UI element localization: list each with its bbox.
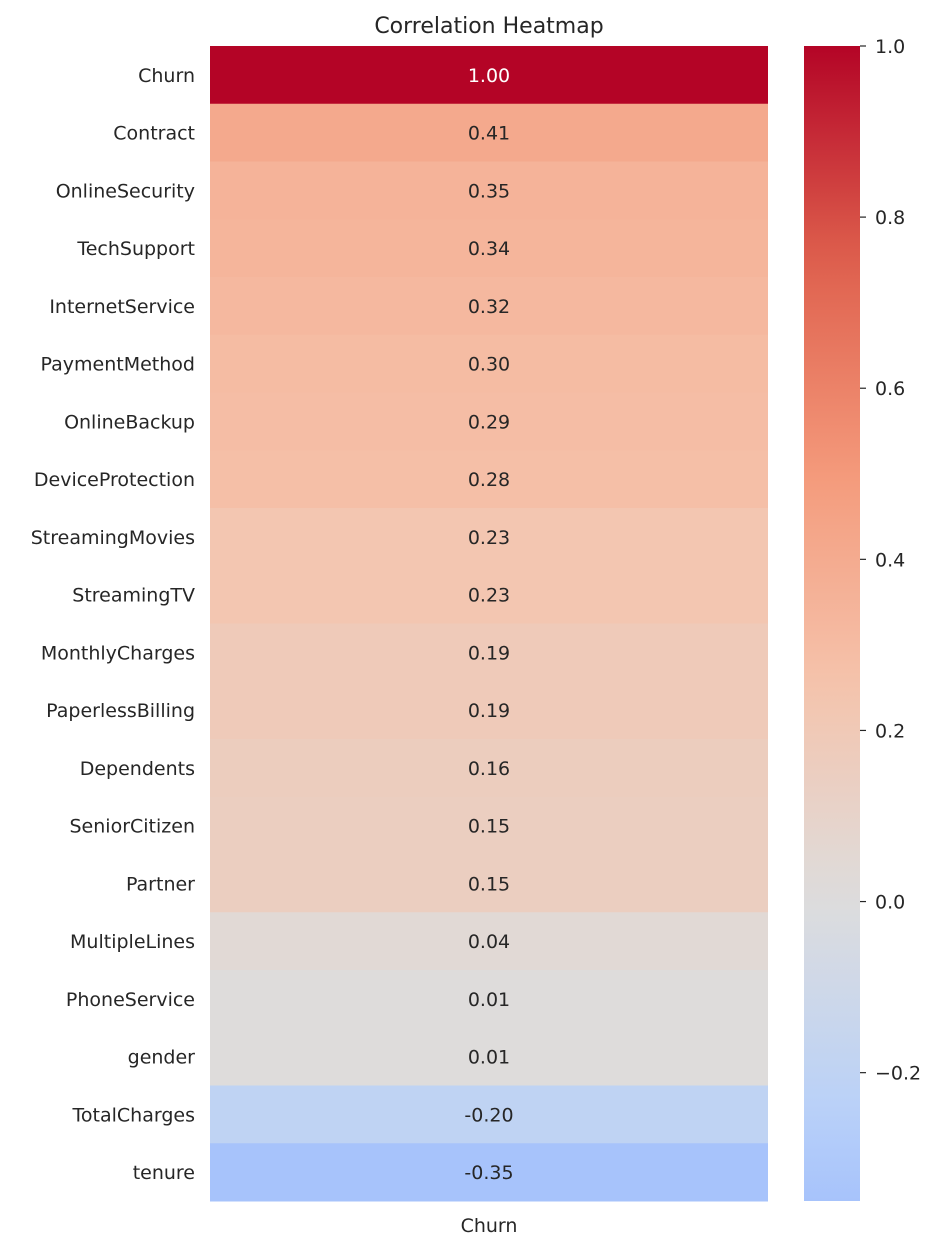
heatmap-cells: 1.00 0.41 0.35 0.34 0.32 0.30 0.29 0.28 0.23 0.23… [210,46,768,1202]
heatmap-cell-paperless-billing [210,681,768,740]
colorbar-gradient [804,46,860,1201]
heatmap-cell-tech-support [210,219,768,278]
heatmap-cell-online-backup [210,392,768,451]
row-label-paperless-billing: PaperlessBilling [46,700,195,722]
heatmap-cell-phone-service [210,970,768,1029]
heatmap-cell-partner [210,854,768,913]
row-label-churn: Churn [138,65,195,87]
heatmap-cell-multiple-lines [210,912,768,971]
cell-value-dependents: 0.16 [468,758,510,780]
heatmap-cell-streaming-tv [210,565,768,624]
heatmap-cell-total-charges [210,1085,768,1144]
cell-value-phone-service: 0.01 [468,989,510,1011]
row-label-online-backup: OnlineBackup [64,411,195,433]
row-label-partner: Partner [126,873,195,895]
row-label-contract: Contract [113,123,195,145]
cell-value-paperless-billing: 0.19 [468,700,510,722]
cell-value-streaming-movies: 0.23 [468,527,510,549]
heatmap-cell-online-security [210,161,768,220]
heatmap-cell-internet-service [210,277,768,336]
row-label-device-protection: DeviceProtection [34,469,195,491]
colorbar-tick-label: 0.0 [875,892,905,914]
cell-value-monthly-charges: 0.19 [468,642,510,664]
cell-value-gender: 0.01 [468,1047,510,1069]
row-label-senior-citizen: SeniorCitizen [70,816,196,838]
row-label-streaming-movies: StreamingMovies [31,527,195,549]
row-label-multiple-lines: MultipleLines [70,931,195,953]
cell-value-partner: 0.15 [468,873,510,895]
heatmap-cell-monthly-charges [210,623,768,682]
cell-value-tenure: -0.35 [464,1162,513,1184]
heatmap-cell-device-protection [210,450,768,509]
column-tick-labels: Churn [461,1215,518,1237]
heatmap-cell-senior-citizen [210,796,768,855]
heatmap-cell-churn [210,46,768,105]
colorbar-tick-label: 0.4 [875,549,905,571]
colorbar-tick-label: 0.2 [875,720,905,742]
cell-value-online-backup: 0.29 [468,411,510,433]
colorbar-tick-label: 1.0 [875,36,905,58]
cell-value-tech-support: 0.34 [468,238,510,260]
row-tick-labels: Churn Contract OnlineSecurity TechSupport In… [31,65,195,1184]
heatmap-cell-payment-method [210,334,768,393]
heatmap-cell-contract [210,103,768,162]
heatmap-cell-streaming-movies [210,508,768,567]
row-label-online-security: OnlineSecurity [56,180,195,202]
chart-title: Correlation Heatmap [374,14,603,39]
colorbar-tick-label: −0.2 [875,1063,921,1085]
row-label-gender: gender [128,1047,196,1069]
row-label-streaming-tv: StreamingTV [72,585,195,607]
colorbar: 1.0 0.8 0.6 0.4 0.2 0.0 −0.2 [804,36,921,1201]
row-label-dependents: Dependents [80,758,195,780]
cell-value-device-protection: 0.28 [468,469,510,491]
row-label-total-charges: TotalCharges [72,1104,195,1126]
heatmap-cell-tenure [210,1143,768,1202]
colorbar-tick-label: 0.8 [875,207,905,229]
heatmap-cell-dependents [210,739,768,798]
heatmap-cell-gender [210,1027,768,1086]
row-label-tenure: tenure [133,1162,195,1184]
cell-value-streaming-tv: 0.23 [468,585,510,607]
row-label-monthly-charges: MonthlyCharges [41,642,195,664]
cell-value-senior-citizen: 0.15 [468,816,510,838]
row-label-phone-service: PhoneService [66,989,195,1011]
row-label-tech-support: TechSupport [76,238,195,260]
colorbar-tick-label: 0.6 [875,378,905,400]
cell-value-internet-service: 0.32 [468,296,510,318]
row-label-internet-service: InternetService [49,296,195,318]
cell-value-payment-method: 0.30 [468,354,510,376]
row-label-payment-method: PaymentMethod [41,354,195,376]
column-label-churn: Churn [461,1215,518,1237]
cell-value-contract: 0.41 [468,123,510,145]
cell-value-churn: 1.00 [468,65,510,87]
cell-value-online-security: 0.35 [468,180,510,202]
cell-value-total-charges: -0.20 [464,1104,513,1126]
cell-value-multiple-lines: 0.04 [468,931,510,953]
